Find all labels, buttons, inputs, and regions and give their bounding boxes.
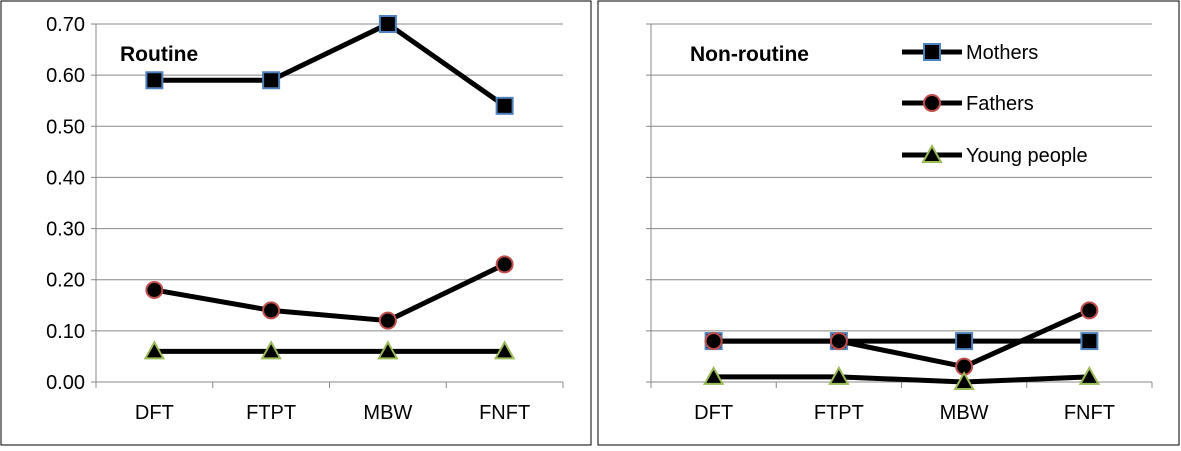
- series-fathers: [145, 255, 514, 330]
- x-tick-label: DFT: [694, 402, 733, 424]
- series-fathers-point: [495, 255, 514, 274]
- series-young-people-point: [493, 340, 516, 360]
- series-mothers: [145, 15, 514, 115]
- series-fathers-point: [829, 332, 848, 351]
- series-fathers-line: [153, 262, 506, 324]
- series-young-people-line: [713, 374, 1090, 385]
- legend-mothers-marker: [923, 43, 941, 61]
- chart-legend: Mothers Fathers Young people: [902, 42, 1088, 167]
- y-tick-label: 0.30: [46, 219, 85, 241]
- y-tick-label: 0.60: [46, 65, 85, 87]
- legend-fathers-marker: [923, 94, 941, 112]
- legend-young-people-label: Young people: [966, 145, 1088, 167]
- non-routine-chart-panel: DFT FTPT MBW FNFT Non-routine Mothers Fathers Y…: [597, 0, 1180, 446]
- x-tick-label: MBW: [363, 402, 412, 424]
- series-young-people: [702, 365, 1101, 390]
- y-tick-label: 0.00: [46, 372, 85, 394]
- series-mothers-point: [262, 71, 281, 90]
- series-mothers-line: [154, 21, 507, 108]
- y-tick-label: 0.70: [46, 14, 85, 36]
- series-young-people-point: [143, 340, 166, 360]
- routine-chart-panel: 0.00 0.10 0.20 0.30 0.40 0.50 0.60 0.70 DFT FTPT M…: [0, 0, 592, 446]
- series-fathers-point: [378, 311, 397, 330]
- series-mothers-point: [378, 15, 397, 33]
- x-tick-label: MBW: [940, 402, 989, 424]
- series-mothers-point: [1080, 332, 1099, 351]
- series-fathers-point: [1080, 301, 1099, 320]
- series-mothers-point: [955, 332, 974, 351]
- chart-title: Routine: [120, 43, 198, 66]
- series-young-people-point: [953, 370, 975, 390]
- series-fathers-point: [262, 301, 281, 320]
- series-young-people: [143, 340, 516, 360]
- series-mothers-point: [495, 96, 514, 115]
- series-fathers-line: [713, 308, 1091, 370]
- y-tick-label: 0.50: [46, 116, 85, 138]
- series-fathers-point: [145, 280, 164, 299]
- x-tick-label: DFT: [135, 402, 174, 424]
- series-young-people-point: [828, 365, 850, 385]
- series-young-people-point: [1078, 365, 1101, 385]
- series-young-people-point: [260, 340, 282, 360]
- x-tick-label: FNFT: [479, 402, 530, 424]
- series-fathers-point: [704, 332, 723, 351]
- y-tick-label: 0.10: [46, 321, 85, 343]
- y-tick-label: 0.20: [46, 270, 85, 292]
- series-young-people-point: [702, 365, 725, 385]
- legend-young-people-marker: [921, 143, 943, 163]
- x-tick-label: FNFT: [1064, 402, 1115, 424]
- chart-title: Non-routine: [690, 43, 809, 66]
- series-mothers-point: [145, 71, 164, 90]
- legend-mothers-label: Mothers: [966, 42, 1038, 64]
- series-fathers: [704, 301, 1099, 376]
- x-tick-label: FTPT: [814, 402, 864, 424]
- y-tick-label: 0.40: [46, 167, 85, 189]
- series-young-people-point: [377, 340, 399, 360]
- legend-fathers-label: Fathers: [966, 93, 1034, 115]
- x-tick-label: FTPT: [246, 402, 296, 424]
